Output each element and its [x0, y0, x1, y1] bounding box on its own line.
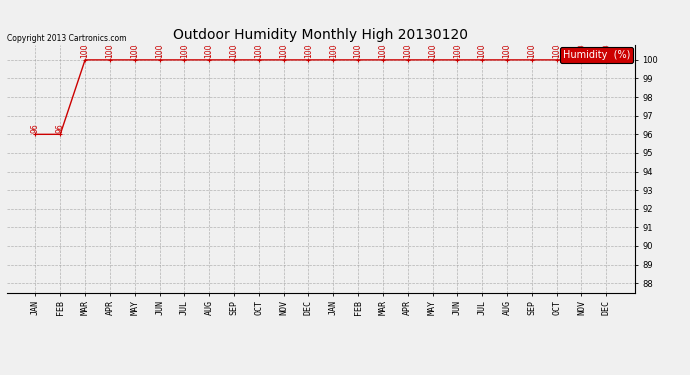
Text: 100: 100 [477, 44, 486, 58]
Text: 100: 100 [180, 44, 189, 58]
Text: 100: 100 [502, 44, 511, 58]
Title: Outdoor Humidity Monthly High 20130120: Outdoor Humidity Monthly High 20130120 [173, 28, 469, 42]
Text: 100: 100 [552, 44, 561, 58]
Text: 100: 100 [403, 44, 412, 58]
Text: 100: 100 [106, 44, 115, 58]
Text: 100: 100 [328, 44, 338, 58]
Legend: Humidity  (%): Humidity (%) [560, 47, 633, 63]
Text: 100: 100 [155, 44, 164, 58]
Text: 100: 100 [527, 44, 536, 58]
Text: 100: 100 [205, 44, 214, 58]
Text: 100: 100 [577, 44, 586, 58]
Text: 100: 100 [304, 44, 313, 58]
Text: 100: 100 [81, 44, 90, 58]
Text: 100: 100 [378, 44, 387, 58]
Text: 100: 100 [255, 44, 264, 58]
Text: 96: 96 [31, 123, 40, 133]
Text: 100: 100 [130, 44, 139, 58]
Text: 100: 100 [602, 44, 611, 58]
Text: 96: 96 [56, 123, 65, 133]
Text: Copyright 2013 Cartronics.com: Copyright 2013 Cartronics.com [7, 33, 126, 42]
Text: 100: 100 [428, 44, 437, 58]
Text: 100: 100 [279, 44, 288, 58]
Text: 100: 100 [230, 44, 239, 58]
Text: 100: 100 [353, 44, 362, 58]
Text: 100: 100 [453, 44, 462, 58]
